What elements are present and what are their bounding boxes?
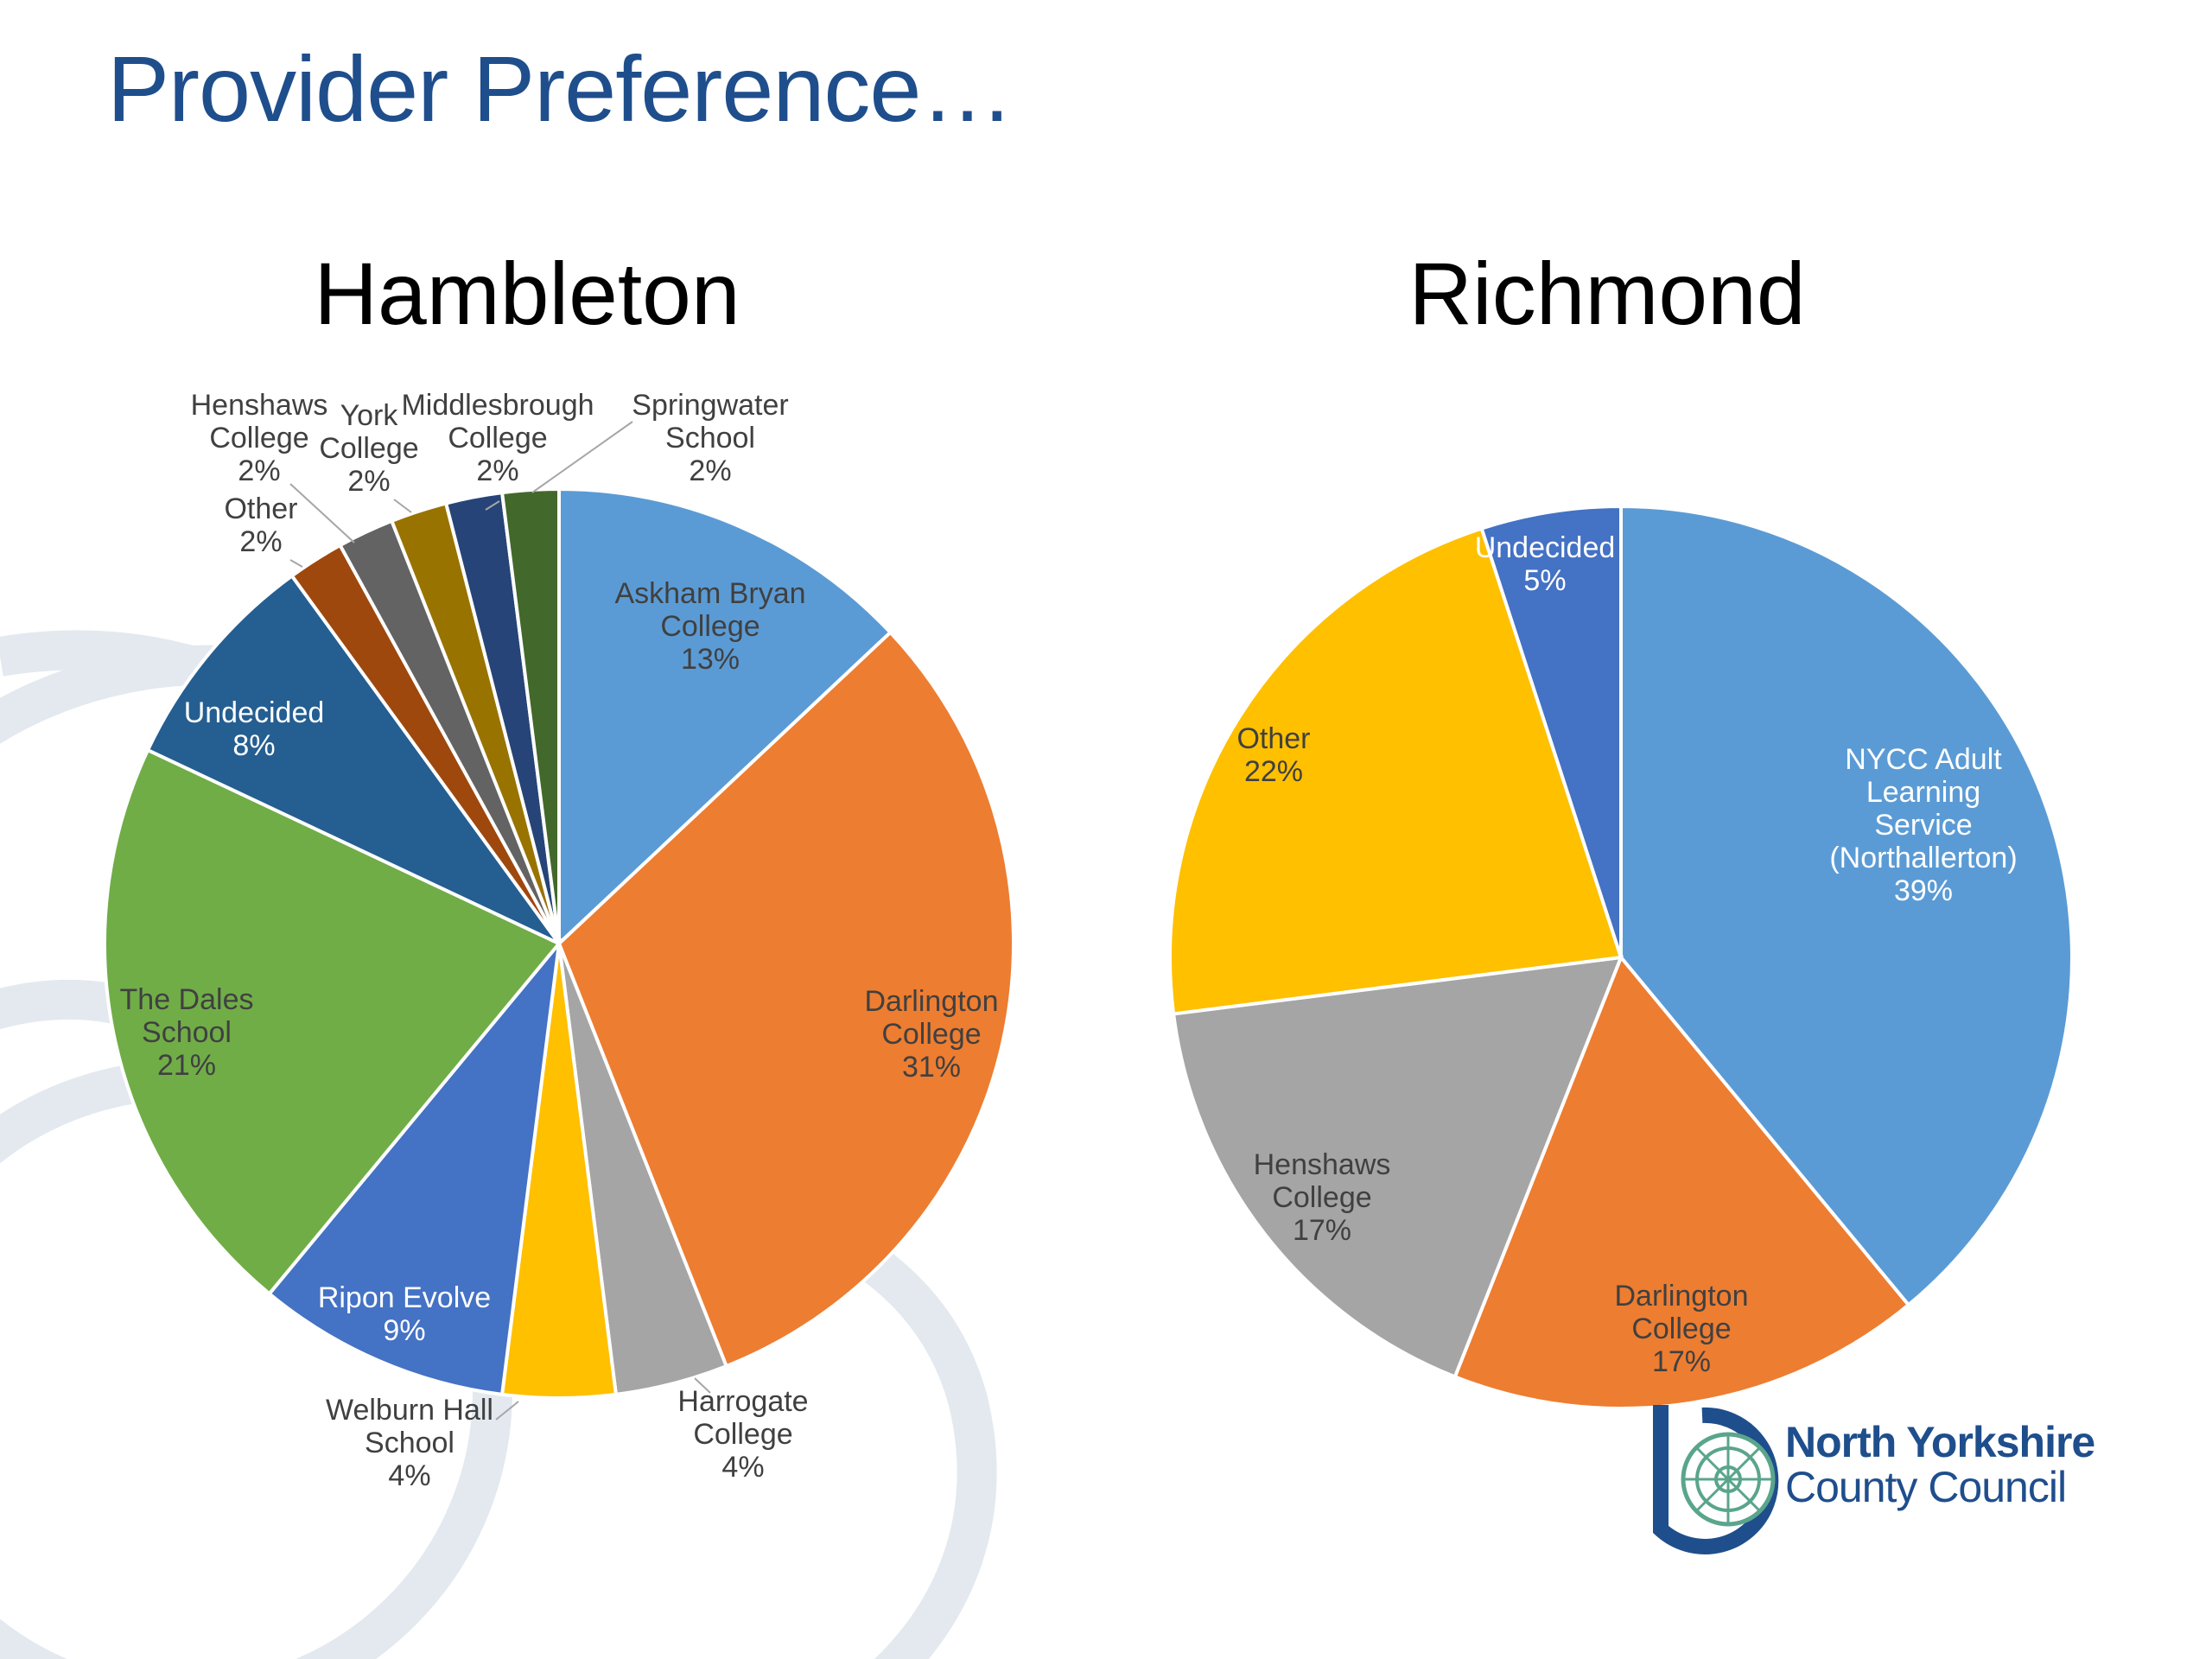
hambleton-data-label-ripon-evolve: Ripon Evolve 9%	[318, 1281, 491, 1347]
hambleton-data-label-henshaws-college: Henshaws College 2%	[191, 389, 328, 487]
hambleton-leader-line-york-college	[393, 499, 412, 513]
hambleton-data-label-undecided: Undecided 8%	[184, 696, 325, 762]
hambleton-data-label-harrogate-college: Harrogate College 4%	[677, 1385, 808, 1484]
pie-chart-richmond: NYCC Adult Learning Service (Northallerton)…	[1168, 504, 2074, 1410]
richmond-data-label-other: Other 22%	[1236, 722, 1310, 788]
hambleton-slice-askham-bryan-college	[557, 486, 893, 948]
pie-chart-hambleton: Askham Bryan College 13% Darlington College 3…	[103, 389, 1015, 1492]
logo-text-line1: North Yorkshire	[1785, 1418, 2095, 1466]
richmond-slice-henshaws-college	[1171, 955, 1624, 1379]
council-logo	[1653, 1405, 1779, 1554]
hambleton-data-label-welburn-hall-school: Welburn Hall School 4%	[326, 1394, 493, 1492]
hambleton-slice-undecided	[145, 573, 561, 945]
slide-title: Provider Preference…	[107, 36, 1014, 141]
hambleton-data-label-york-college: York College 2%	[319, 399, 418, 498]
hambleton-data-label-darlington-college: Darlington College 31%	[865, 985, 999, 1084]
hambleton-data-label-askham-bryan-college: Askham Bryan College 13%	[614, 577, 805, 676]
hambleton-slice-ripon-evolve	[266, 938, 562, 1397]
hambleton-data-label-springwater-school: Springwater School 2%	[632, 389, 788, 487]
richmond-slice-undecided	[1479, 504, 1623, 958]
hambleton-data-label-other: Other 2%	[224, 493, 297, 558]
hambleton-data-label-middlesbrough-college: Middlesbrough College 2%	[401, 389, 594, 487]
logo-text-line2: County Council	[1785, 1463, 2067, 1511]
richmond-data-label-henshaws-college: Henshaws College 17%	[1254, 1148, 1391, 1247]
hambleton-leader-line-other	[289, 559, 303, 568]
richmond-slice-nycc-adult-learning-service-northallerton	[1619, 504, 2074, 1308]
chart-title-richmond: Richmond	[1408, 245, 1806, 343]
richmond-data-label-darlington-college: Darlington College 17%	[1615, 1280, 1749, 1378]
hambleton-leader-line-henshaws-college	[289, 483, 355, 543]
hambleton-leader-line-middlesbrough-college	[485, 500, 500, 511]
chart-title-hambleton: Hambleton	[314, 245, 741, 343]
hambleton-slice-darlington-college	[556, 630, 1015, 1369]
hambleton-leader-line-springwater-school	[531, 421, 633, 493]
hambleton-slice-springwater-school	[499, 486, 561, 944]
richmond-slice-other	[1168, 526, 1624, 1016]
hambleton-leader-line-welburn-hall-school	[495, 1401, 519, 1421]
richmond-data-label-nycc-adult-learning-service-northallerton: NYCC Adult Learning Service (Northallerton)…	[1829, 743, 2017, 907]
hambleton-leader-line-harrogate-college	[694, 1377, 711, 1394]
richmond-slice-darlington-college	[1452, 954, 1911, 1410]
richmond-data-label-undecided: Undecided 5%	[1475, 531, 1616, 597]
hambleton-data-label-the-dales-school: The Dales School 21%	[120, 983, 254, 1082]
hambleton-slice-the-dales-school	[103, 747, 563, 1297]
rose-emblem-icon	[1653, 1405, 1779, 1554]
